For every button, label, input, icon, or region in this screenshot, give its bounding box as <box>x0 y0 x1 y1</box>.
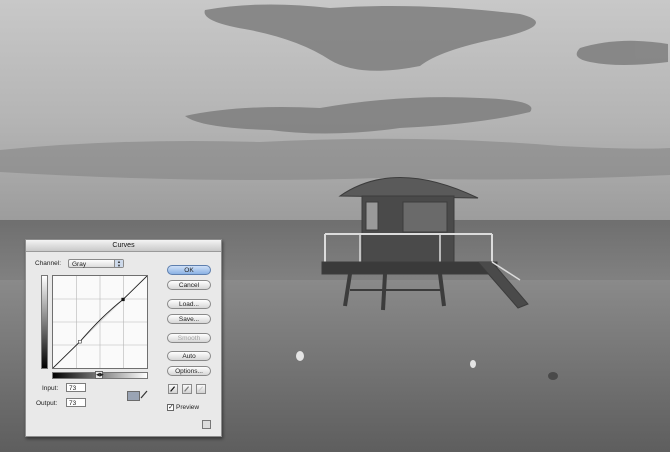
preview-checkbox[interactable]: ✓ <box>167 404 174 411</box>
white-eyedropper-icon[interactable] <box>196 384 206 394</box>
channel-select[interactable]: Gray ▲ ▼ <box>68 259 124 268</box>
input-label: Input: <box>42 385 59 392</box>
gradient-toggle-icon[interactable]: ◀▶ <box>95 371 104 379</box>
curves-dialog: Curves Channel: Gray ▲ ▼ ◀▶ Input: 73 Out… <box>25 239 222 437</box>
cancel-button[interactable]: Cancel <box>167 280 211 290</box>
clouds <box>0 4 670 180</box>
auto-button[interactable]: Auto <box>167 351 211 361</box>
options-button[interactable]: Options... <box>167 366 211 376</box>
input-field[interactable]: 73 <box>66 383 86 392</box>
preview-label: Preview <box>176 404 200 411</box>
save-button[interactable]: Save... <box>167 314 211 324</box>
smooth-button[interactable]: Smooth <box>167 333 211 343</box>
tone-curve <box>53 276 147 368</box>
curve-control-point[interactable] <box>121 297 125 302</box>
channel-label: Channel: <box>35 260 62 267</box>
output-field[interactable]: 73 <box>66 398 86 407</box>
curve-control-point[interactable] <box>78 340 82 344</box>
channel-value: Gray <box>72 261 87 268</box>
curve-graph[interactable] <box>52 275 148 369</box>
output-label: Output: <box>36 400 58 407</box>
grid-lines <box>53 276 147 368</box>
curve-points <box>78 297 125 344</box>
pencil-icon[interactable] <box>140 390 148 399</box>
output-gradient-bar <box>41 275 48 369</box>
curve-point-tool-icon[interactable] <box>127 391 140 401</box>
ok-button[interactable]: OK <box>167 265 211 275</box>
lifeguard-tower <box>321 177 529 311</box>
expand-icon[interactable] <box>202 420 211 429</box>
gray-eyedropper-icon[interactable] <box>182 384 192 394</box>
seagulls <box>296 351 558 380</box>
up-down-arrows-icon: ▲ ▼ <box>114 260 123 267</box>
dialog-title: Curves <box>26 240 221 252</box>
black-eyedropper-icon[interactable] <box>168 384 178 394</box>
load-button[interactable]: Load... <box>167 299 211 309</box>
